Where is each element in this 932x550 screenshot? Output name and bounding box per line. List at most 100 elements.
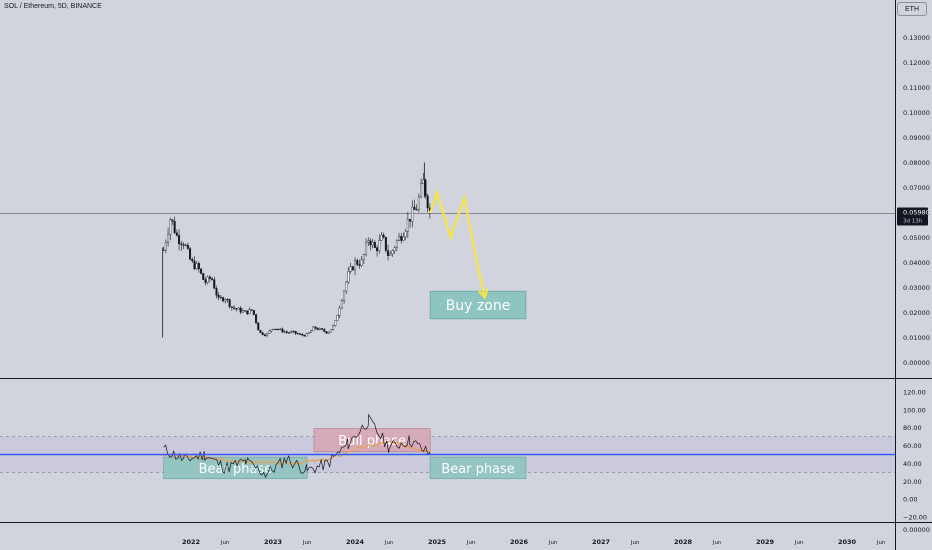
candle-body bbox=[200, 268, 203, 274]
candle-body bbox=[332, 325, 335, 330]
candle-body bbox=[299, 333, 302, 335]
time-tick-label: Jun bbox=[220, 540, 230, 546]
candle-body bbox=[255, 314, 258, 323]
candle-body bbox=[219, 297, 222, 299]
candle-body bbox=[369, 240, 372, 246]
candle-body bbox=[327, 331, 330, 334]
candle-body bbox=[334, 320, 337, 326]
price-tick-label: 0.09000 bbox=[903, 134, 930, 142]
candle-body bbox=[279, 328, 282, 330]
candle-body bbox=[252, 310, 255, 315]
candle-body bbox=[173, 221, 176, 234]
candle-body bbox=[171, 219, 174, 222]
candle-body bbox=[325, 331, 328, 334]
candle-body bbox=[402, 236, 405, 241]
candle-body bbox=[409, 219, 412, 222]
candle-body bbox=[167, 233, 170, 243]
candle-body bbox=[237, 307, 240, 310]
candle-body bbox=[365, 242, 368, 255]
candle-body bbox=[371, 242, 374, 246]
candle-body bbox=[285, 331, 288, 333]
candle-body bbox=[404, 231, 407, 238]
candle-body bbox=[413, 206, 416, 210]
candle-body bbox=[356, 260, 359, 265]
candle-body bbox=[378, 240, 381, 252]
candle-body bbox=[422, 179, 425, 185]
price-tick-label: 0.07000 bbox=[903, 184, 930, 192]
time-tick-label: Jun bbox=[876, 540, 886, 546]
candle-body bbox=[351, 266, 354, 271]
candle-body bbox=[380, 234, 383, 241]
candle-body bbox=[316, 328, 319, 330]
candle-body bbox=[290, 331, 293, 333]
candle-body bbox=[389, 253, 392, 256]
candle-body bbox=[329, 329, 332, 333]
candle-body bbox=[281, 328, 284, 333]
candle-body bbox=[175, 232, 178, 236]
candle-body bbox=[257, 322, 260, 331]
candle-body bbox=[180, 243, 183, 245]
candle-body bbox=[259, 329, 262, 333]
last-price-badge bbox=[897, 207, 928, 226]
chart-title: SOL / Ethereum, 5D, BINANCE bbox=[4, 3, 102, 10]
price-tick-label: 0.11000 bbox=[903, 84, 930, 92]
candle-body bbox=[204, 279, 207, 283]
price-tick-label: 0.13000 bbox=[903, 34, 930, 42]
rsi-tick-label: 60.00 bbox=[903, 442, 922, 450]
rsi-tick-label: 40.00 bbox=[903, 460, 922, 468]
candle-body bbox=[305, 333, 308, 337]
candle-body bbox=[415, 209, 418, 211]
overlay-layer bbox=[429, 188, 489, 300]
candle-body bbox=[274, 328, 277, 330]
time-tick-label: Jun bbox=[548, 540, 558, 546]
candle-body bbox=[164, 242, 167, 251]
last-price-value: 0.05980 bbox=[903, 209, 930, 217]
buy-zone-box bbox=[429, 290, 527, 320]
candle-body bbox=[169, 219, 172, 235]
rsi-tick-label: 120.00 bbox=[903, 389, 926, 397]
axes-layer: 0.13000 0.12000 0.11000 0.10000 0.09000 0.080… bbox=[182, 34, 930, 546]
rsi-tick-label: 100.00 bbox=[903, 406, 926, 414]
candle-body bbox=[358, 264, 361, 266]
price-tick-label: 0.05000 bbox=[903, 234, 930, 242]
time-tick-label: 2024 bbox=[346, 538, 365, 546]
time-tick-label: 2030 bbox=[838, 538, 857, 546]
candle-body bbox=[420, 183, 423, 198]
candle-body bbox=[230, 306, 233, 308]
candle-body bbox=[360, 259, 363, 266]
candle-body bbox=[288, 332, 291, 334]
price-tick-label: 0.01000 bbox=[903, 334, 930, 342]
candle-body bbox=[239, 307, 242, 313]
candle-body bbox=[376, 247, 379, 252]
candle-body bbox=[215, 288, 218, 296]
candle-body bbox=[250, 309, 253, 311]
candles-layer bbox=[162, 162, 431, 338]
rsi-tick-label: 0.00 bbox=[903, 496, 917, 504]
candle-body bbox=[213, 279, 216, 289]
candle-body bbox=[195, 263, 198, 269]
candle-body bbox=[272, 328, 275, 330]
price-tick-label: 0.08000 bbox=[903, 159, 930, 167]
currency-selector[interactable]: ETH bbox=[897, 2, 927, 16]
candle-body bbox=[347, 271, 350, 283]
candle-body bbox=[294, 330, 297, 334]
candle-body bbox=[222, 297, 225, 302]
candle-body bbox=[367, 240, 370, 243]
phase-box bbox=[313, 428, 431, 453]
candle-body bbox=[162, 249, 165, 251]
candle-body bbox=[307, 332, 310, 334]
candle-body bbox=[340, 300, 343, 309]
phase-label: Bear phase bbox=[441, 462, 515, 477]
time-tick-label: Jun bbox=[466, 540, 476, 546]
rsi-tick-label: 80.00 bbox=[903, 424, 922, 432]
candle-body bbox=[206, 276, 209, 283]
candle-body bbox=[338, 307, 341, 316]
candle-body bbox=[193, 260, 196, 269]
candle-body bbox=[184, 244, 187, 246]
candle-body bbox=[182, 244, 185, 246]
candle-body bbox=[321, 328, 324, 330]
candle-body bbox=[228, 299, 231, 307]
